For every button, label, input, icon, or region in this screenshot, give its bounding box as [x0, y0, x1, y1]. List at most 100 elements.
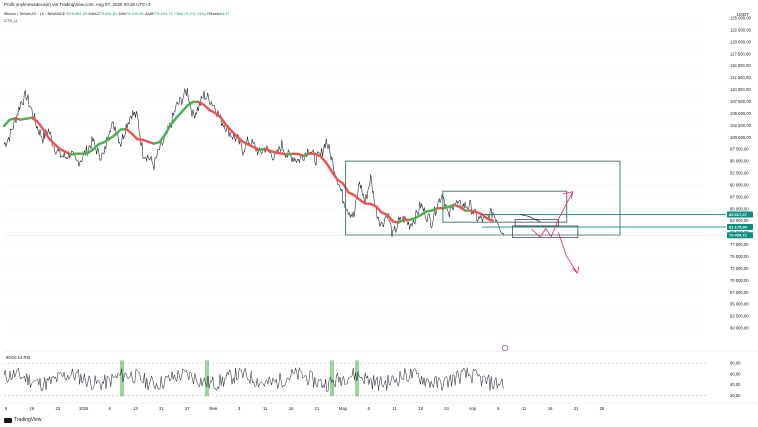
price-tick-label: 120 000,00: [730, 39, 752, 44]
wave-segment: [225, 124, 233, 133]
range-box-large: [345, 160, 621, 236]
price-tick-label: 107 500,00: [730, 99, 752, 104]
indicator-label[interactable]: CTS_U: [4, 18, 18, 23]
rsi-pane[interactable]: 80/20 14 RSI: [3, 350, 758, 397]
price-grid: [4, 17, 706, 329]
price-tick-label: 75 000,00: [730, 254, 749, 259]
wave-segment: [2, 118, 11, 128]
time-tick-label: 6: [368, 406, 371, 411]
price-tick-label: 82 500,00: [730, 218, 749, 223]
price-tick-label: 95 000,00: [730, 159, 749, 164]
time-tick-label: 21: [159, 406, 164, 411]
time-tick-label: 6: [497, 406, 500, 411]
rsi-label: 80/20 14 RSI: [6, 355, 30, 360]
price-tick-label: 72 500,00: [730, 266, 749, 271]
price-tick-label: 70 000,00: [730, 278, 749, 283]
symbol-legend[interactable]: Bitcoin / TetherUS · 1h · BINANCE O79.86…: [4, 11, 230, 16]
time-tick-label: 21: [574, 406, 579, 411]
time-tick-label: 11: [522, 406, 527, 411]
price-tick-label: 62 500,00: [730, 314, 749, 319]
time-tick-label: 16: [30, 406, 35, 411]
time-tick-label: Фев: [209, 406, 218, 411]
price-tag-label: 81 175,90: [729, 224, 748, 229]
wave-segment: [130, 132, 139, 141]
high-value: 79.681,81: [99, 11, 118, 16]
arrow-down-head-icon: [572, 266, 580, 275]
high-label: MAKZ: [88, 11, 100, 16]
arrow-up-head-icon: [562, 191, 574, 199]
price-tag-bg: [727, 232, 753, 239]
wave-segment: [230, 130, 239, 139]
time-tick-label: 9: [5, 406, 8, 411]
price-tick-label: 105 000,00: [730, 111, 752, 116]
bearish-path-arrow: [558, 232, 578, 274]
wave-segment: [41, 127, 50, 139]
time-axis[interactable]: 9 16 23 2025 6 13 21 27 Фев 3 11 16 21 Мар 6 11 18 24 Апр 6…: [4, 402, 758, 411]
wave-segment: [236, 135, 245, 143]
price-tags: 83 817,47 81 175,90 79 454,72: [727, 211, 753, 239]
time-tick-label: 26: [600, 406, 605, 411]
price-axis[interactable]: 125 000,00 122 500,00 120 000,00 117 500,00…: [730, 16, 752, 331]
volume-value: 54,47: [219, 11, 230, 16]
wave-segment: [386, 213, 395, 223]
price-tick-label: 112 500,00: [730, 75, 751, 80]
wave-segment: [352, 193, 361, 201]
time-tick-label: 23: [55, 406, 60, 411]
price-tick-label: 92 500,00: [730, 171, 749, 176]
close-label: ЗАКР: [144, 11, 155, 16]
brand-text: TradingView: [14, 417, 42, 423]
wave-segment: [47, 136, 56, 145]
time-tick-label: 6: [108, 406, 111, 411]
low-label: MIN: [118, 11, 126, 16]
price-tick-label: 102 500,00: [730, 123, 752, 128]
wave-segment: [330, 170, 339, 181]
price-tick-label: 67 500,00: [730, 290, 749, 295]
time-tick-label: 11: [393, 406, 398, 411]
rsi-signal-marker: [205, 360, 209, 397]
price-tag-bg: [727, 224, 753, 231]
price-line: [3, 87, 505, 238]
price-tick-label: 85 000,00: [730, 206, 749, 211]
wave-segment: [169, 116, 178, 127]
chart-attribution: Profit onyknewsdeca(e) via TradingView.c…: [4, 2, 151, 7]
time-tick-label: 18: [418, 406, 423, 411]
wave-segment: [180, 104, 189, 114]
time-tick-label: 2025: [79, 406, 89, 411]
event-marker-icon: [501, 344, 509, 352]
wave-segment: [375, 205, 383, 214]
rsi-tick-label: 60,00: [730, 371, 741, 376]
symbol-name[interactable]: Bitcoin / TetherUS · 1h · BINANCE: [4, 11, 66, 16]
time-tick-label: 24: [444, 406, 449, 411]
price-tick-label: 125 000,00: [730, 16, 752, 21]
price-tag-label: 83 817,47: [729, 212, 748, 217]
trend-line: [520, 214, 541, 223]
rsi-line: [3, 367, 504, 392]
wave-segment: [319, 155, 328, 164]
range-box-lower: [512, 225, 579, 238]
rsi-signal-marker: [120, 360, 124, 397]
wave-segment: [158, 133, 167, 144]
wave-segment: [52, 142, 61, 150]
rsi-signal-marker: [330, 360, 334, 397]
rsi-axis: 80,00 60,00 40,00 20,00: [730, 361, 741, 398]
open-value: 79.861,99: [69, 11, 88, 16]
wave-segment: [325, 161, 333, 173]
tradingview-logo-icon: [4, 417, 12, 423]
rsi-tick-label: 40,00: [730, 382, 741, 387]
price-series: [3, 87, 505, 238]
time-tick-label: Мар: [339, 406, 348, 411]
close-value: 79.454,72: [154, 11, 173, 16]
price-tick-label: 77 500,00: [730, 242, 749, 247]
price-tick-label: 115 000,00: [730, 63, 751, 68]
range-box-mid: [442, 190, 568, 223]
time-tick-label: 13: [133, 406, 138, 411]
currency-label[interactable]: USDT: [736, 12, 749, 17]
price-tick-label: 90 000,00: [730, 182, 749, 187]
tradingview-brand: TradingView: [4, 417, 42, 423]
wave-segment: [486, 217, 495, 222]
price-tick-label: 60 000,00: [730, 326, 749, 331]
misc-layer: [501, 344, 509, 352]
bullish-path-arrow: [531, 191, 574, 239]
drawings-layer[interactable]: [4, 160, 726, 275]
